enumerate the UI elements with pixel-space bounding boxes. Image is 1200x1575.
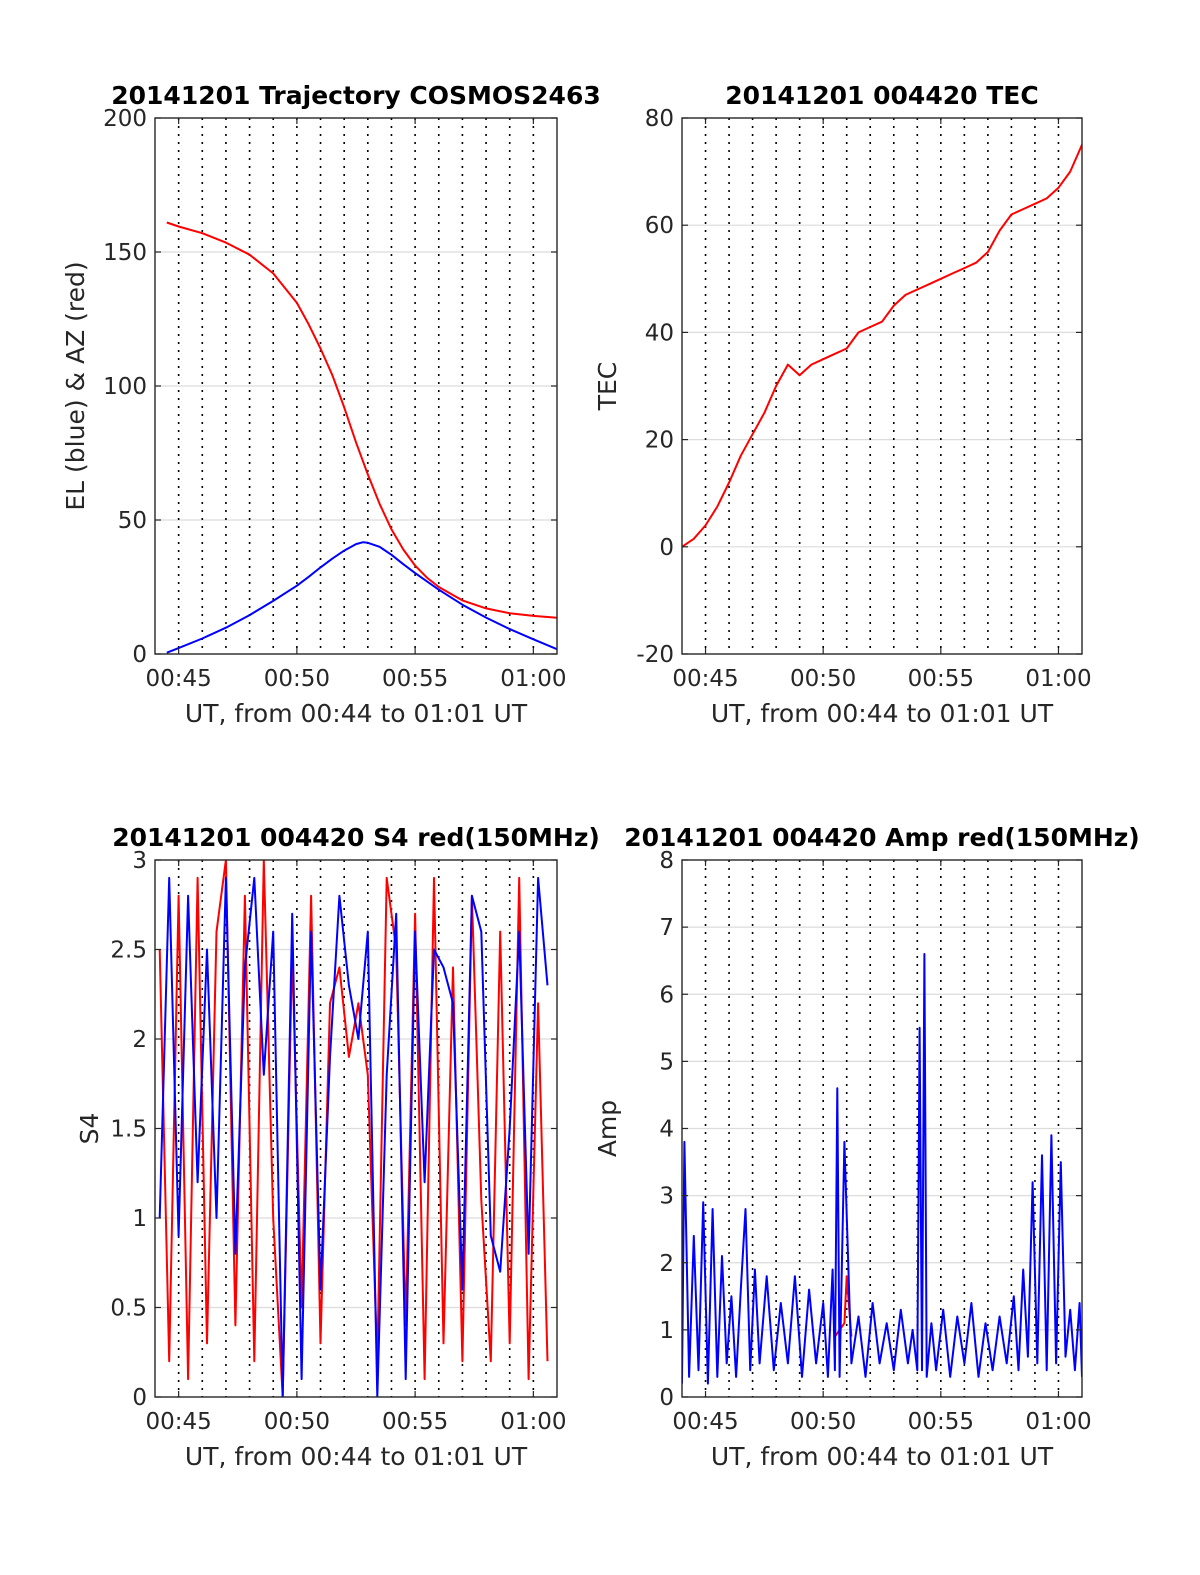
x-axis-label: UT, from 00:44 to 01:01 UT <box>711 699 1054 728</box>
y-axis-label: EL (blue) & AZ (red) <box>61 261 90 510</box>
y-tick-label: 0 <box>659 535 674 561</box>
y-tick-label: 4 <box>659 1117 674 1143</box>
y-tick-label: 200 <box>103 106 147 132</box>
x-axis-label: UT, from 00:44 to 01:01 UT <box>185 699 528 728</box>
x-tick-label: 01:00 <box>500 666 566 692</box>
y-tick-label: 8 <box>659 848 674 874</box>
y-axis-label: TEC <box>593 362 622 412</box>
x-tick-label: 00:50 <box>264 1409 330 1435</box>
s4-panel: 0 0.5 1 1.5 2 2.5 3 00:45 00:50 00:55 01:00 2014120… <box>75 823 600 1471</box>
x-tick-label: 00:45 <box>672 666 738 692</box>
series-line-0 <box>682 144 1082 548</box>
y-tick-label: 0 <box>132 642 147 668</box>
y-tick-label: 20 <box>645 428 674 454</box>
trajectory-panel: 0 50 100 150 200 00:45 00:50 00:55 01:00 20141201… <box>61 81 601 728</box>
y-tick-label: 2 <box>659 1251 674 1277</box>
y-tick-label: 0 <box>132 1385 147 1411</box>
chart-title: 20141201 004420 TEC <box>725 81 1038 110</box>
amp-panel: 0 1 2 3 4 5 6 7 8 00:45 00:50 00:55 01:00 20141201 00… <box>593 823 1140 1471</box>
x-tick-label: 01:00 <box>1025 666 1091 692</box>
y-tick-label: 100 <box>103 374 147 400</box>
x-tick-label: 00:55 <box>382 1409 448 1435</box>
series-line-0 <box>158 860 549 1397</box>
x-tick-label: 00:55 <box>908 666 974 692</box>
x-tick-label: 00:50 <box>790 1409 856 1435</box>
x-tick-label: 00:50 <box>790 666 856 692</box>
series-line-1 <box>158 876 549 1397</box>
chart-title: 20141201 004420 Amp red(150MHz) <box>624 823 1140 852</box>
y-tick-label: 40 <box>645 320 674 346</box>
y-tick-label: 50 <box>118 508 147 534</box>
series-line-1 <box>682 953 1082 1385</box>
y-tick-label: 1 <box>659 1318 674 1344</box>
y-tick-label: 0.5 <box>110 1296 147 1322</box>
axes-box <box>681 117 1083 655</box>
x-tick-label: 01:00 <box>1025 1409 1091 1435</box>
y-axis-label: S4 <box>75 1113 104 1145</box>
y-tick-label: 1.5 <box>110 1117 147 1143</box>
series-line-1 <box>166 541 557 654</box>
y-tick-label: 80 <box>645 106 674 132</box>
y-tick-label: 3 <box>132 848 147 874</box>
x-axis-label: UT, from 00:44 to 01:01 UT <box>185 1442 528 1471</box>
y-tick-label: 3 <box>659 1184 674 1210</box>
chart-title: 20141201 Trajectory COSMOS2463 <box>111 81 601 110</box>
y-tick-label: 6 <box>659 982 674 1008</box>
x-tick-label: 01:00 <box>500 1409 566 1435</box>
y-tick-label: 60 <box>645 213 674 239</box>
x-axis-label: UT, from 00:44 to 01:01 UT <box>711 1442 1054 1471</box>
tec-panel: -20 0 20 40 60 80 00:45 00:50 00:55 01:00 20141201… <box>593 81 1092 728</box>
x-tick-label: 00:50 <box>264 666 330 692</box>
y-tick-label: 5 <box>659 1049 674 1075</box>
y-tick-label: 2 <box>132 1027 147 1053</box>
x-tick-label: 00:45 <box>145 666 211 692</box>
y-tick-label: 2.5 <box>110 938 147 964</box>
y-axis-label: Amp <box>593 1100 622 1157</box>
y-tick-label: -20 <box>636 642 674 668</box>
x-tick-label: 00:55 <box>908 1409 974 1435</box>
y-tick-label: 7 <box>659 915 674 941</box>
y-tick-label: 0 <box>659 1385 674 1411</box>
y-tick-label: 150 <box>103 240 147 266</box>
y-tick-label: 1 <box>132 1206 147 1232</box>
series-line-0 <box>166 221 557 619</box>
x-tick-label: 00:55 <box>382 666 448 692</box>
chart-title: 20141201 004420 S4 red(150MHz) <box>112 823 600 852</box>
x-tick-label: 00:45 <box>672 1409 738 1435</box>
x-tick-label: 00:45 <box>145 1409 211 1435</box>
